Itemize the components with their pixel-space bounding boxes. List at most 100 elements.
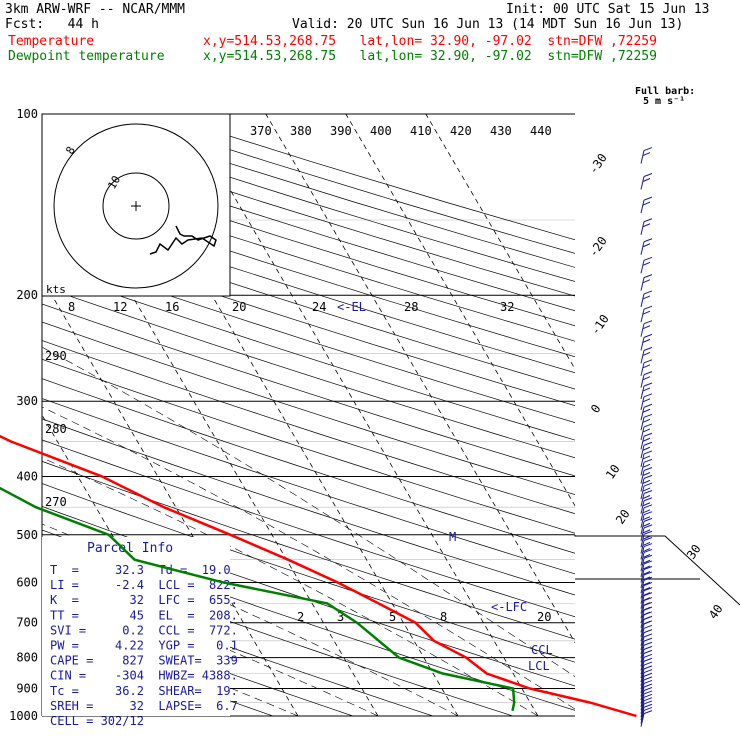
temperature-label: Temperature [8,34,95,49]
wind-barb [640,574,645,589]
wind-barb-flag [643,147,653,152]
wind-barb-flag [643,611,653,616]
wind-barb [640,462,645,476]
wind-barb-flag [643,274,653,279]
lcl-annotation: LCL [528,659,550,673]
wind-barb [640,686,645,701]
parcel-info-row: LI = -2.4 LCL = 822. [50,578,238,592]
wind-barb-flag [643,549,653,553]
dewpoint-location: x,y=514.53,268.75 lat,lon= 32.90, -97.02… [203,49,657,64]
dry-adiabat-line [42,398,575,575]
dry-adiabat-line [159,114,575,241]
dry-adiabat-line [42,204,575,374]
pressure-tick-label: 700 [16,616,38,630]
temperature-tick-label: 40 [706,602,726,622]
wind-barb [640,664,645,679]
wind-barb [640,500,645,514]
parcel-info-row: T = 32.3 Td = 19.0 [50,563,231,577]
wind-barb-flag [643,560,653,565]
mixing-ratio-label: 28 [404,300,418,314]
wind-barb-flag [643,256,653,261]
wind-barb-flag [642,463,651,468]
wind-barb-flag [643,641,653,646]
wind-barb-flag [642,152,651,156]
hodograph-units: kts [46,283,66,296]
wind-barb [640,563,645,578]
wind-barb-flag [643,629,653,634]
el-annotation: <-EL [337,300,366,314]
wind-barb-flag [643,566,653,570]
wind-barb-flag [642,376,651,381]
wind-barb [640,632,645,646]
wind-barb-flag [643,571,653,576]
wind-barb-flag [642,295,651,300]
wind-barb-flag [642,495,651,499]
wind-barb-flag [642,587,651,591]
theta-label: 370 [250,124,272,138]
wind-barb-flag [643,620,653,625]
mixing-ratio-label: 8 [440,610,447,624]
dewpoint-label: Dewpoint temperature [8,49,165,64]
wind-barb [640,514,645,528]
wind-barb [640,527,645,542]
wind-barb-flag [642,516,651,521]
wind-barb-flag [643,676,653,681]
wind-barb [640,417,645,431]
wind-barb-flag [642,437,651,442]
wind-barb [640,199,645,214]
parcel-info-row: CELL = 302/12 [50,714,144,728]
wind-barb-flag [642,387,651,392]
wind-barb-flag [643,393,653,398]
hodograph-trace [149,225,217,255]
wind-barb [640,534,645,548]
moist-adiabat-line [42,523,459,716]
wind-barb-flag [643,524,653,529]
wind-barb-flag [643,517,653,522]
parcel-info-row: K = 32 LFC = 655. [50,593,238,607]
pressure-tick-label: 200 [16,288,38,302]
wind-barb-flag [642,279,651,284]
wind-barb-flag [643,530,653,535]
wind-barb-flag [643,592,653,597]
valid-time: Valid: 20 UTC Sun 16 Jun 13 (14 MDT Sun … [292,17,684,32]
moist-adiabat-line [42,406,575,710]
wind-barb-flag [643,441,653,446]
wind-barb-flag [643,537,653,541]
theta-label: 400 [370,124,392,138]
wind-barb [640,707,645,721]
temperature-tick-label: 30 [684,542,704,562]
wind-barb-flag [643,710,653,715]
barb-key-2: 5 m s⁻¹ [643,96,685,107]
wind-barb-flag [642,487,651,492]
lfc-annotation: <-LFC [491,600,527,614]
wind-barb [640,478,645,492]
mixing-ratio-label: 3 [337,610,344,624]
wind-barb [640,580,645,594]
pressure-tick-label: 600 [16,575,38,589]
wind-barb [640,485,645,500]
dry-adiabat-line [42,439,575,618]
model-title: 3km ARW-WRF -- NCAR/MMM [5,2,186,17]
wind-barb-flag [643,173,653,177]
parcel-info-row: Tc = 36.2 SHEAR= 19. [50,684,238,698]
wind-barb-flag [643,320,653,325]
wind-barb-flag [643,700,653,705]
temperature-tick-label: -20 [586,234,610,260]
wind-barb [640,493,645,507]
wind-barb [640,690,645,704]
temperature-tick-label: 10 [603,462,623,482]
dry-adiabat-line [42,286,575,459]
wind-barb [640,645,645,659]
wind-barb-flag [643,601,653,606]
parcel-info-row: TT = 45 EL = 208. [50,608,238,622]
dry-adiabat-line [42,269,575,441]
wind-barb [640,277,645,291]
wind-barb-flag [643,645,653,650]
wind-barb [640,590,645,604]
wind-barb-flag [643,333,653,338]
dry-adiabat-line [42,418,575,596]
wind-barb-flag [643,706,653,711]
dry-adiabat-line [42,188,575,358]
wind-barb-flag [643,504,653,509]
wind-barb [640,679,645,694]
